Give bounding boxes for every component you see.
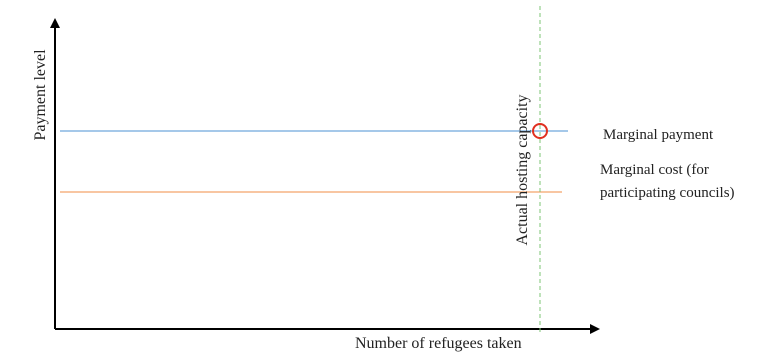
marginal-payment-label: Marginal payment [603, 127, 714, 143]
x-axis-label: Number of refugees taken [355, 335, 522, 352]
intersection-marker [532, 123, 548, 139]
marginal-cost-label: Marginal cost (for participating council… [600, 162, 735, 201]
capacity-label: Actual hosting capacity [514, 94, 531, 246]
y-axis-label: Payment level [32, 49, 49, 141]
